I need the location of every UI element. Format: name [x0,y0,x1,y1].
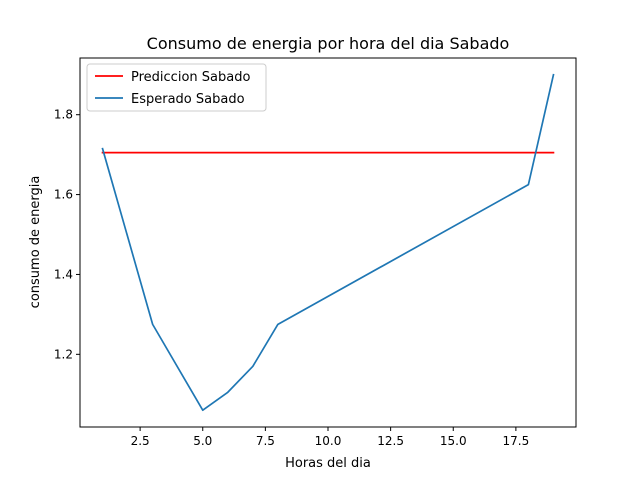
axes-frame [79,57,577,428]
series-lines [101,73,555,412]
x-tick-label: 7.5 [256,434,275,448]
y-axis-ticks: 1.2 1.4 1.6 1.8 [54,108,80,361]
x-tick-label: 15.0 [440,434,467,448]
y-axis-label: consumo de energia [28,176,43,309]
legend-box [86,63,267,112]
legend-label-esperado: Esperado Sabado [131,92,245,107]
x-tick-label: 17.5 [503,434,530,448]
x-tick-label: 2.5 [131,434,150,448]
y-tick-label: 1.2 [54,347,73,361]
x-tick-label: 12.5 [377,434,404,448]
y-tick-label: 1.8 [54,108,73,122]
y-tick-label: 1.4 [54,267,73,281]
x-tick-label: 5.0 [193,434,212,448]
x-axis-ticks: 2.5 5.0 7.5 10.0 12.5 15.0 17.5 [131,427,530,448]
y-tick-label: 1.6 [54,188,73,202]
chart-title: Consumo de energia por hora del dia Saba… [147,34,510,53]
x-axis-label: Horas del dia [285,456,371,471]
x-tick-label: 10.0 [315,434,342,448]
series-line-1 [101,73,555,412]
legend-label-prediccion: Prediccion Sabado [131,70,250,85]
legend: Prediccion Sabado Esperado Sabado [86,63,267,112]
